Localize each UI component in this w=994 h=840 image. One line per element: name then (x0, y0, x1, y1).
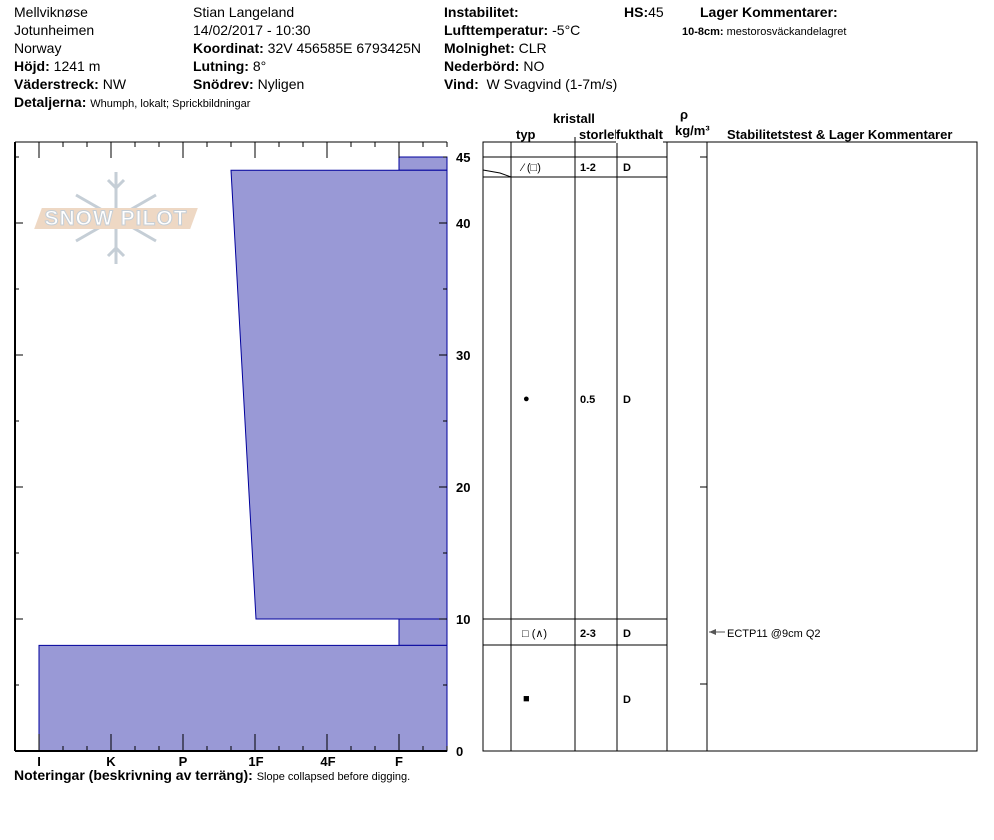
logo-text: SNOW PILOT (44, 207, 188, 231)
region: Jotunheimen (14, 22, 95, 38)
hardness-tick-label: K (106, 754, 116, 769)
drift: Snödrev: Nyligen (193, 76, 304, 93)
wind-value: W Svagvind (1-7m/s) (486, 76, 618, 92)
hardness-tick-label: 4F (320, 754, 335, 769)
row-3-size: 2-3 (580, 628, 596, 640)
sky: Molnighet: CLR (444, 40, 547, 57)
depth-tick-label: 30 (456, 348, 470, 363)
notes: Noteringar (beskrivning av terräng): Slo… (14, 767, 410, 786)
row-4-moisture: D (623, 694, 631, 706)
air-temp: Lufttemperatur: -5°C (444, 22, 580, 39)
airtemp-label: Lufttemperatur: (444, 22, 549, 38)
snowpilot-logo: SNOW PILOT (34, 170, 198, 270)
elevation: Höjd: 1241 m (14, 58, 100, 75)
drift-label: Snödrev: (193, 76, 254, 92)
hardness-layer-2 (230, 169, 448, 620)
wind: Vind: W Svagvind (1-7m/s) (444, 76, 617, 93)
layer-table (482, 141, 978, 752)
elevation-value: 1241 m (53, 58, 101, 74)
airtemp-value: -5°C (552, 22, 581, 38)
hardness-tick-label: P (179, 754, 188, 769)
elevation-label: Höjd: (14, 58, 50, 74)
depth-tick-label: 20 (456, 480, 470, 495)
layer-comments-heading: Lager Kommentarer: (700, 4, 838, 21)
sky-label: Molnighet: (444, 40, 515, 56)
aspect-label: Väderstreck: (14, 76, 99, 92)
row-3-moisture: D (623, 628, 631, 640)
row-1-moisture: D (623, 162, 631, 174)
wind-label: Vind: (444, 76, 479, 92)
precip: Nederbörd: NO (444, 58, 544, 75)
header-type: typ (516, 127, 536, 142)
instability: Instabilitet: (444, 4, 519, 21)
header-density-unit: kg/m³ (675, 123, 710, 138)
location: Mellviknøse (14, 4, 88, 20)
hardness-tick-label: 1F (248, 754, 263, 769)
snow-height: HS:45 (624, 4, 664, 21)
hardness-tick-label: F (395, 754, 403, 769)
row-3-type: □ (∧) (522, 628, 548, 640)
observer: Stian Langeland (193, 4, 295, 20)
details-label: Detaljerna: (14, 94, 87, 110)
row-2-size: 0.5 (580, 394, 596, 406)
slope-label: Lutning: (193, 58, 249, 74)
layer-comment: 10-8cm: mestorosväckandelagret (682, 24, 846, 41)
header-crystal: kristall (553, 111, 595, 126)
hardness-layer-1 (398, 156, 448, 171)
hs-value: 45 (648, 4, 664, 20)
slope: Lutning: 8° (193, 58, 266, 75)
instability-label: Instabilitet: (444, 4, 519, 20)
details-value: Whumph, lokalt; Sprickbildningar (90, 98, 251, 110)
header-rho: ρ (680, 107, 689, 122)
sky-value: CLR (518, 40, 547, 56)
coordinate: Koordinat: 32V 456585E 6793425N (193, 40, 421, 57)
depth-connector (482, 169, 512, 178)
depth-tick-label: 10 (456, 612, 470, 627)
hardness-tick-label: I (37, 754, 41, 769)
drift-value: Nyligen (257, 76, 305, 92)
depth-tick-label: 40 (456, 216, 470, 231)
coord-label: Koordinat: (193, 40, 264, 56)
aspect: Väderstreck: NW (14, 76, 126, 93)
stability-test: ECTP11 @9cm Q2 (727, 628, 821, 640)
hardness-layer-4 (38, 644, 448, 752)
header-comments: Stabilitetstest & Lager Kommentarer (727, 127, 953, 142)
slope-value: 8° (252, 58, 267, 74)
details: Detaljerna: Whumph, lokalt; Sprickbildni… (14, 94, 250, 113)
header-moisture: fukthalt (616, 126, 663, 143)
row-2-type: ● (523, 393, 530, 405)
layer-comment-text: mestorosväckandelagret (726, 26, 847, 38)
aspect-value: NW (102, 76, 127, 92)
arrow-icon (709, 629, 716, 635)
row-1-type: ⁄ (□) (522, 162, 541, 174)
hs-label: HS: (624, 4, 649, 20)
country: Norway (14, 40, 62, 56)
hardness-layer-3 (398, 618, 448, 646)
precip-label: Nederbörd: (444, 58, 520, 74)
layer-comments-label: Lager Kommentarer: (700, 4, 838, 20)
depth-tick-label: 0 (456, 744, 463, 759)
layer-comment-range: 10-8cm: (682, 26, 724, 38)
notes-label: Noteringar (beskrivning av terräng): (14, 767, 253, 783)
notes-value: Slope collapsed before digging. (256, 771, 411, 783)
precip-value: NO (523, 58, 545, 74)
row-2-moisture: D (623, 394, 631, 406)
datetime: 14/02/2017 - 10:30 (193, 22, 311, 38)
header-size: storlek (579, 127, 622, 142)
coord-value: 32V 456585E 6793425N (267, 40, 422, 56)
row-4-type: ■ (523, 693, 530, 705)
depth-tick-label: 45 (456, 150, 470, 165)
row-1-size: 1-2 (580, 162, 596, 174)
